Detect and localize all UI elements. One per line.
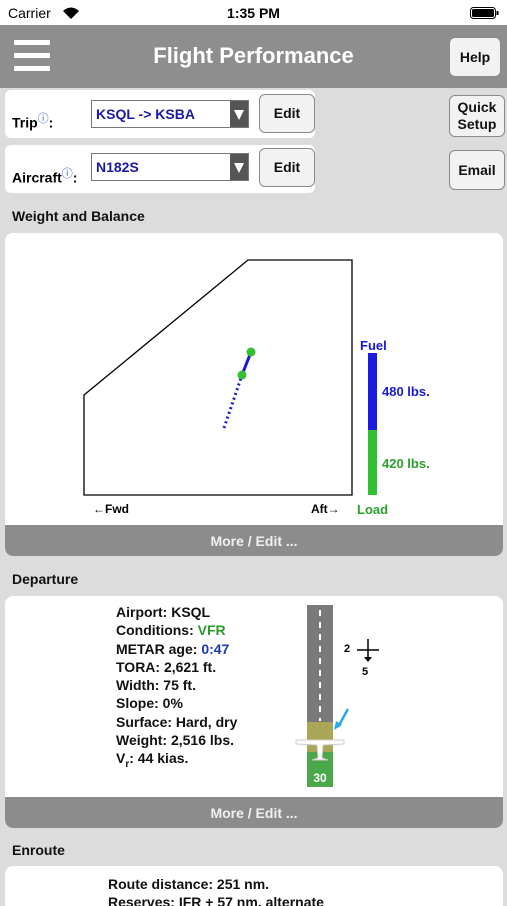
wifi-icon bbox=[63, 7, 79, 19]
metar-age: 0:47 bbox=[201, 640, 230, 657]
subscript: r bbox=[125, 759, 130, 771]
nav-title: Flight Performance bbox=[153, 43, 354, 68]
info-line: Slope: 0% bbox=[116, 695, 183, 712]
section-heading: Enroute bbox=[12, 842, 65, 858]
fwd-label: ←Fwd bbox=[93, 502, 129, 516]
info-line: Route distance: 251 nm. bbox=[108, 876, 270, 892]
enroute-info: Route distance: 251 nm. Reserves: IFR + … bbox=[108, 875, 324, 906]
runway-number: 30 bbox=[313, 771, 327, 785]
info-line: Vr: 44 kias. bbox=[116, 750, 237, 771]
info-icon[interactable]: ⓘ bbox=[37, 113, 49, 125]
carrier: Carrier bbox=[8, 5, 51, 21]
section-heading: Departure bbox=[12, 571, 79, 587]
trip-row: Tripⓘ: KSQL -> KSBA Edit bbox=[5, 90, 315, 138]
trip-select[interactable]: KSQL -> KSBA bbox=[91, 100, 249, 128]
info-line: Conditions: VFR bbox=[116, 622, 237, 640]
info-icon[interactable]: ⓘ bbox=[61, 168, 73, 180]
label: Conditions: bbox=[116, 622, 194, 639]
info-line: Airport: KSQL bbox=[116, 604, 211, 620]
help-button[interactable]: Help bbox=[449, 37, 501, 77]
label: V bbox=[116, 750, 126, 767]
aircraft-row: Aircraftⓘ: N182S Edit bbox=[5, 145, 315, 193]
load-weight: 420 lbs. bbox=[382, 456, 430, 471]
dropdown-arrow bbox=[230, 154, 248, 180]
cg-envelope bbox=[83, 259, 377, 496]
aircraft-label-text: Aircraft bbox=[12, 169, 62, 186]
time: 1:35 PM bbox=[227, 5, 280, 21]
colon: : bbox=[72, 169, 78, 186]
runway-diagram bbox=[295, 605, 379, 787]
weight-balance-card: Fuel 480 lbs. 420 lbs. Load ←Fwd Aft→ Mo… bbox=[5, 233, 503, 556]
trip-label: Tripⓘ: bbox=[12, 110, 53, 131]
nav-bar: Flight Performance Help bbox=[0, 25, 507, 88]
aircraft-edit-button[interactable]: Edit bbox=[259, 148, 315, 187]
load-label: Load bbox=[357, 502, 389, 517]
value: : 44 kias. bbox=[129, 750, 189, 767]
fuel-label: Fuel bbox=[360, 338, 387, 353]
departure-card: Airport: KSQL Conditions: VFR METAR age:… bbox=[5, 596, 503, 828]
menu-button[interactable] bbox=[14, 40, 50, 72]
trip-label-text: Trip bbox=[12, 114, 38, 131]
info-line: Weight: 2,516 lbs. bbox=[116, 732, 234, 749]
quick-setup-button[interactable]: Quick Setup bbox=[449, 95, 505, 137]
departure-info: Airport: KSQL Conditions: VFR METAR age:… bbox=[116, 604, 238, 771]
trip-value: KSQL -> KSBA bbox=[96, 106, 195, 122]
email-button[interactable]: Email bbox=[449, 150, 505, 190]
more-edit-button[interactable]: More / Edit ... bbox=[5, 797, 503, 828]
battery-icon bbox=[470, 7, 499, 19]
trip-edit-button[interactable]: Edit bbox=[259, 94, 315, 133]
enroute-card: Route distance: 251 nm. Reserves: IFR + … bbox=[5, 866, 503, 906]
info-line: METAR age: 0:47 bbox=[116, 641, 237, 659]
aircraft-select[interactable]: N182S bbox=[91, 153, 249, 181]
conditions: VFR bbox=[197, 622, 226, 639]
aft-label: Aft→ bbox=[311, 502, 340, 516]
section-heading: Weight and Balance bbox=[12, 208, 145, 224]
colon: : bbox=[48, 114, 54, 131]
info-line: TORA: 2,621 ft. bbox=[116, 658, 217, 675]
wind-crosswind: 2 bbox=[344, 643, 351, 655]
info-line: Surface: Hard, dry bbox=[116, 713, 238, 730]
status-bar: Carrier 1:35 PM bbox=[0, 0, 507, 25]
info-line: Width: 75 ft. bbox=[116, 677, 196, 694]
dropdown-arrow bbox=[230, 101, 248, 127]
fuel-weight: 480 lbs. bbox=[382, 384, 430, 399]
wind-headwind: 5 bbox=[362, 666, 369, 678]
aircraft-value: N182S bbox=[96, 159, 139, 175]
more-edit-button[interactable]: More / Edit ... bbox=[5, 525, 503, 556]
aircraft-label: Aircraftⓘ: bbox=[12, 165, 77, 186]
label: METAR age: bbox=[116, 640, 198, 657]
